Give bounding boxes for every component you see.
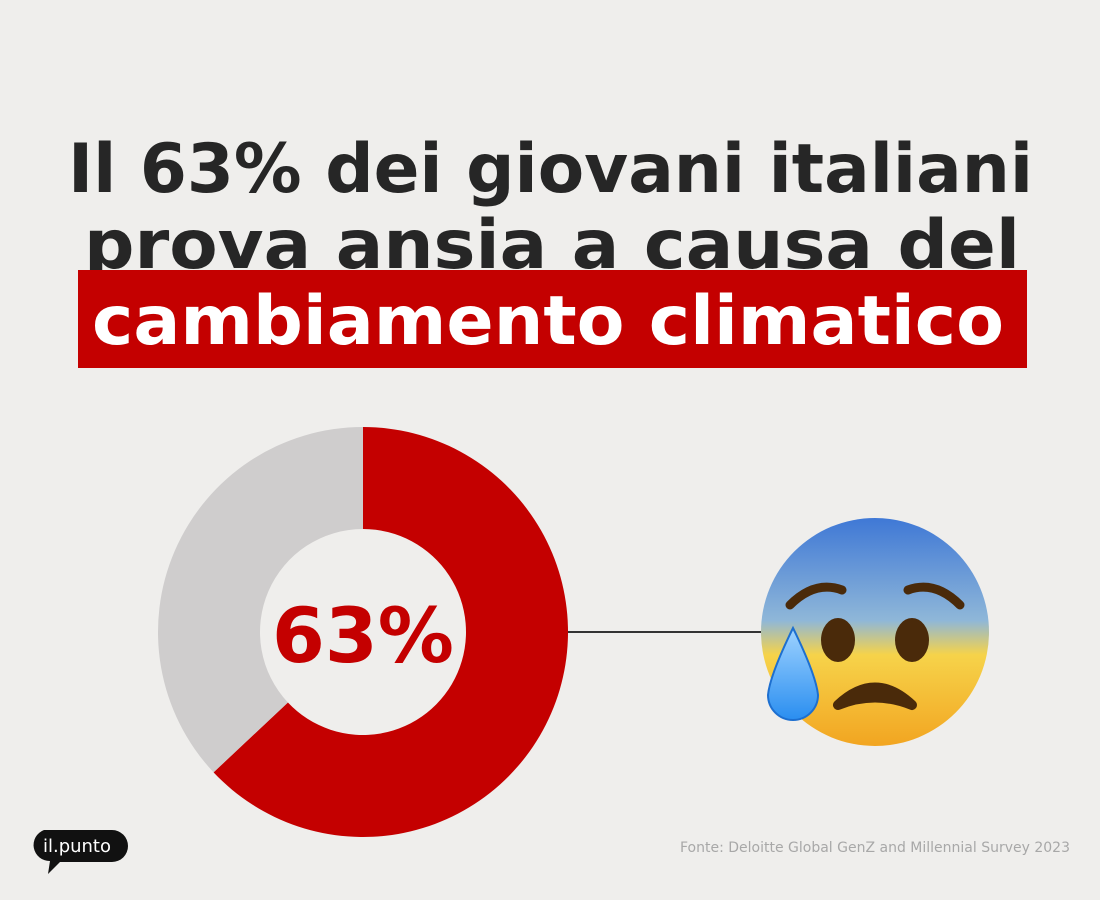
brand-name: il.punto — [43, 836, 111, 857]
title-line: Il 63% dei giovani italiani — [68, 130, 1033, 209]
center-label: 63% — [272, 591, 454, 680]
donut-chart — [158, 427, 568, 837]
title-highlight: cambiamento climatico — [92, 282, 1004, 361]
source: Fonte: Deloitte Global GenZ and Millenni… — [680, 840, 1070, 856]
brand-logo: il.punto — [33, 830, 129, 874]
title-highlight-box — [78, 270, 1027, 368]
donut-segment — [213, 427, 568, 837]
anxious-emoji — [761, 518, 989, 746]
donut-segment — [158, 427, 363, 773]
